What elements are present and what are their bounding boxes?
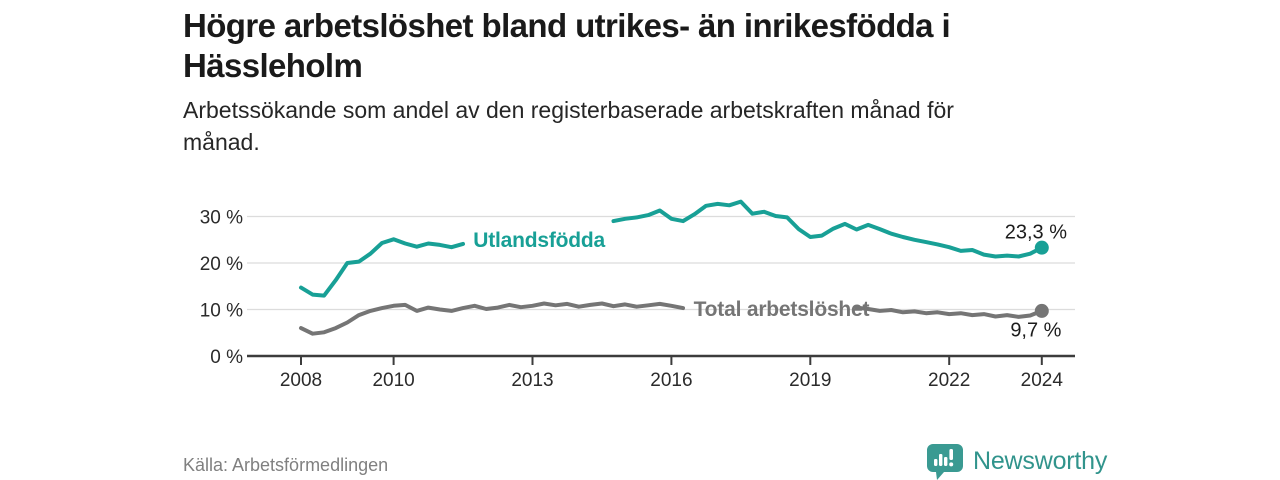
brand-name: Newsworthy [973, 447, 1108, 475]
x-tick-label: 2010 [372, 370, 414, 391]
logo-exclamation-dot [949, 462, 954, 467]
logo-bar-1 [934, 459, 938, 466]
series-line-utlandsf-dda [611, 199, 1044, 259]
series-end-dot-utlandsf-dda [1034, 240, 1049, 255]
x-tick-label: 2016 [650, 370, 692, 391]
logo-bar-3 [944, 457, 948, 466]
subtitle-line-2: månad. [183, 129, 260, 155]
value-label-total-arbetsl-shet: 9,7 % [1010, 319, 1061, 341]
x-tick-label: 2008 [280, 370, 322, 391]
chart-subtitle: Arbetssökande som andel av den registerb… [183, 94, 954, 158]
series-line-total-arbetsl-shet [854, 305, 1044, 319]
series-line-utlandsf-dda [299, 237, 465, 298]
series-label-utlandsf-dda: Utlandsfödda [473, 229, 605, 252]
x-tick-label: 2022 [928, 370, 970, 391]
newsworthy-logo-icon [927, 444, 963, 480]
subtitle-line-1: Arbetssökande som andel av den registerb… [183, 97, 954, 123]
series-line-total-arbetsl-shet [299, 301, 685, 336]
y-tick-label: 0 % [210, 347, 243, 368]
title-line-1: Högre arbetslöshet bland utrikes- än inr… [183, 7, 951, 44]
logo-exclamation-bar [949, 449, 953, 460]
y-tick-label: 30 % [200, 208, 243, 229]
x-tick-label: 2024 [1021, 370, 1064, 391]
y-tick-label: 10 % [200, 301, 243, 322]
source-note: Källa: Arbetsförmedlingen [183, 455, 389, 475]
title-line-2: Hässleholm [183, 47, 363, 84]
x-tick-label: 2019 [789, 370, 831, 391]
page-title: Högre arbetslöshet bland utrikes- än inr… [183, 6, 951, 86]
value-label-utlandsf-dda: 23,3 % [1005, 221, 1067, 243]
series-end-dot-total-arbetsl-shet [1034, 303, 1049, 318]
brand-logo: Newsworthy [926, 443, 1107, 480]
x-tick-label: 2013 [511, 370, 553, 391]
series-label-total-arbetsl-shet: Total arbetslöshet [694, 298, 870, 321]
logo-bar-2 [939, 454, 943, 466]
y-tick-label: 20 % [200, 254, 243, 275]
